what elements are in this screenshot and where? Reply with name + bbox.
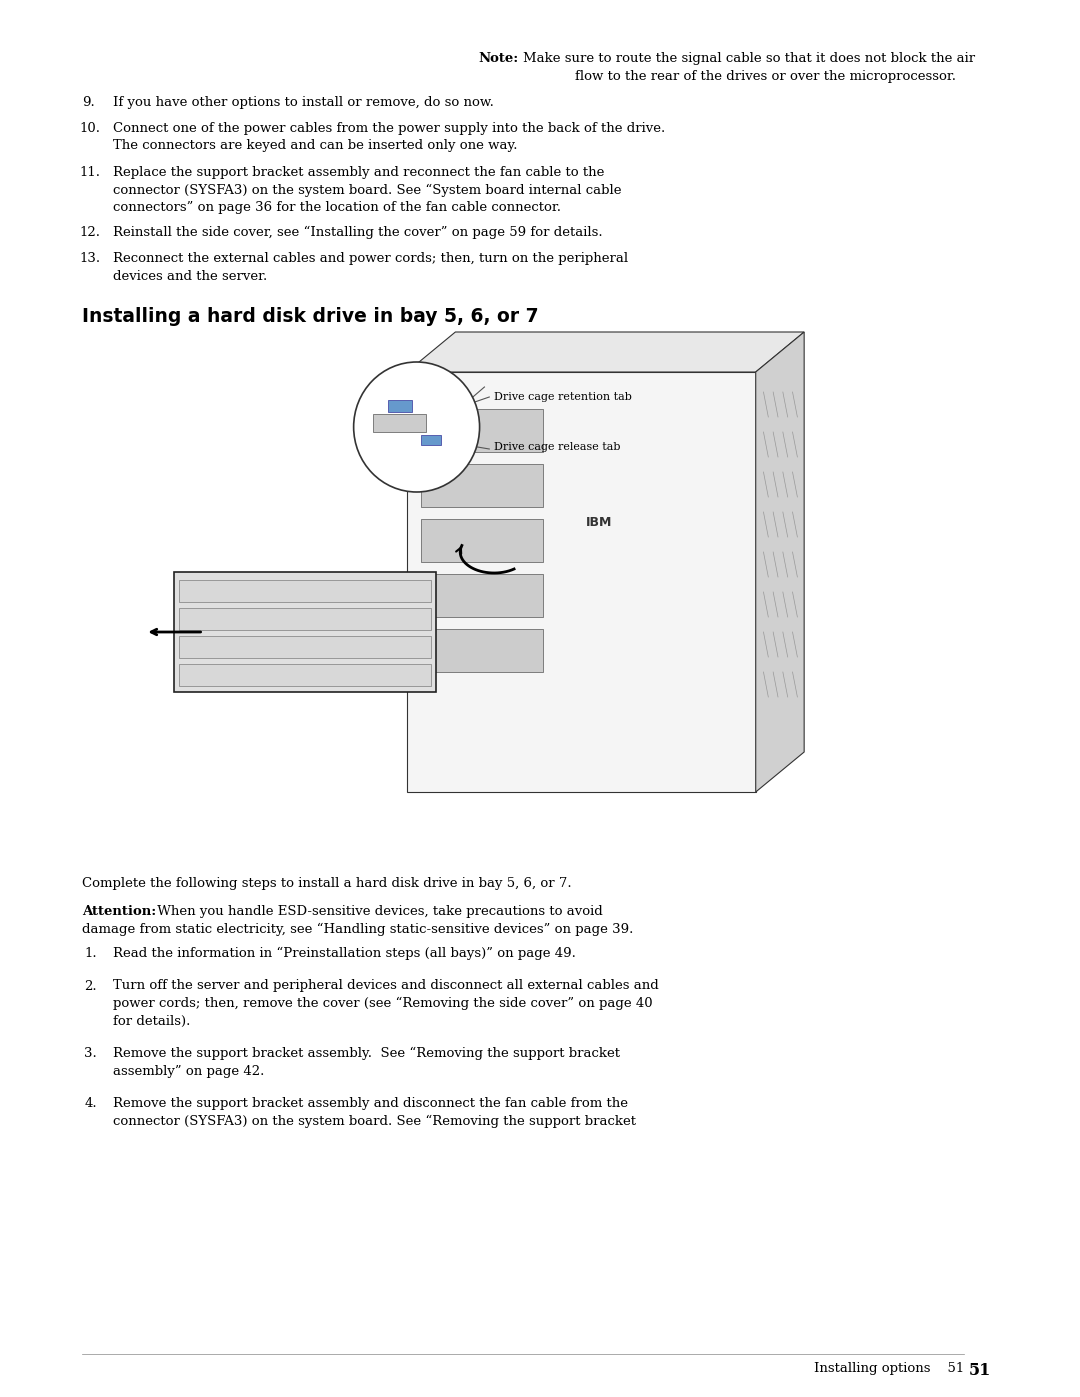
Circle shape [353, 362, 480, 492]
Bar [421, 409, 542, 453]
Text: Remove the support bracket assembly and disconnect the fan cable from the: Remove the support bracket assembly and … [113, 1097, 629, 1111]
Text: Attention:: Attention: [82, 905, 157, 918]
Bar [421, 520, 542, 562]
Text: Drive cage retention tab: Drive cage retention tab [495, 393, 632, 402]
Text: assembly” on page 42.: assembly” on page 42. [113, 1065, 265, 1077]
Text: 12.: 12. [80, 226, 100, 239]
FancyBboxPatch shape [407, 372, 756, 792]
Text: connector (SYSFA3) on the system board. See “Removing the support bracket: connector (SYSFA3) on the system board. … [113, 1115, 636, 1127]
Text: power cords; then, remove the cover (see “Removing the side cover” on page 40: power cords; then, remove the cover (see… [113, 997, 653, 1010]
Text: Replace the support bracket assembly and reconnect the fan cable to the: Replace the support bracket assembly and… [113, 166, 605, 179]
Text: Make sure to route the signal cable so that it does not block the air: Make sure to route the signal cable so t… [523, 52, 975, 66]
Text: The connectors are keyed and can be inserted only one way.: The connectors are keyed and can be inse… [113, 140, 517, 152]
Text: Drive cage release tab: Drive cage release tab [495, 441, 621, 453]
Bar [421, 434, 441, 446]
Bar [373, 414, 427, 432]
Text: If you have other options to install or remove, do so now.: If you have other options to install or … [113, 96, 495, 109]
Text: Reconnect the external cables and power cords; then, turn on the peripheral: Reconnect the external cables and power … [113, 251, 629, 265]
Text: 10.: 10. [80, 122, 100, 136]
Text: Complete the following steps to install a hard disk drive in bay 5, 6, or 7.: Complete the following steps to install … [82, 877, 572, 890]
Text: 51: 51 [969, 1362, 991, 1379]
Bar [174, 571, 436, 692]
Text: 1.: 1. [84, 947, 97, 960]
Text: Connect one of the power cables from the power supply into the back of the drive: Connect one of the power cables from the… [113, 122, 665, 136]
Bar [179, 580, 431, 602]
Bar [179, 636, 431, 658]
Bar [179, 664, 431, 686]
Text: Read the information in “Preinstallation steps (all bays)” on page 49.: Read the information in “Preinstallation… [113, 947, 577, 960]
Text: 11.: 11. [80, 166, 100, 179]
Text: devices and the server.: devices and the server. [113, 270, 268, 282]
Bar [179, 608, 431, 630]
Text: IBM: IBM [585, 515, 612, 528]
Text: When you handle ESD-sensitive devices, take precautions to avoid: When you handle ESD-sensitive devices, t… [153, 905, 603, 918]
Text: Note:: Note: [478, 52, 518, 66]
Text: Installing a hard disk drive in bay 5, 6, or 7: Installing a hard disk drive in bay 5, 6… [82, 307, 539, 326]
Text: 4.: 4. [84, 1097, 97, 1111]
Text: Remove the support bracket assembly.  See “Removing the support bracket: Remove the support bracket assembly. See… [113, 1046, 620, 1060]
Text: connectors” on page 36 for the location of the fan cable connector.: connectors” on page 36 for the location … [113, 201, 562, 214]
Text: 9.: 9. [82, 96, 95, 109]
Polygon shape [407, 332, 805, 372]
Bar [388, 400, 411, 412]
Text: Turn off the server and peripheral devices and disconnect all external cables an: Turn off the server and peripheral devic… [113, 979, 659, 992]
Bar [421, 629, 542, 672]
Text: damage from static electricity, see “Handling static-sensitive devices” on page : damage from static electricity, see “Han… [82, 922, 634, 936]
Text: Reinstall the side cover, see “Installing the cover” on page 59 for details.: Reinstall the side cover, see “Installin… [113, 226, 603, 239]
Text: connector (SYSFA3) on the system board. See “System board internal cable: connector (SYSFA3) on the system board. … [113, 183, 622, 197]
Bar [421, 464, 542, 507]
Text: 13.: 13. [80, 251, 100, 265]
Text: for details).: for details). [113, 1014, 191, 1028]
Text: Installing options    51: Installing options 51 [813, 1362, 964, 1375]
Text: 3.: 3. [84, 1046, 97, 1060]
Text: flow to the rear of the drives or over the microprocessor.: flow to the rear of the drives or over t… [575, 70, 956, 82]
Bar [421, 574, 542, 617]
Text: 2.: 2. [84, 979, 97, 992]
Polygon shape [756, 332, 805, 792]
